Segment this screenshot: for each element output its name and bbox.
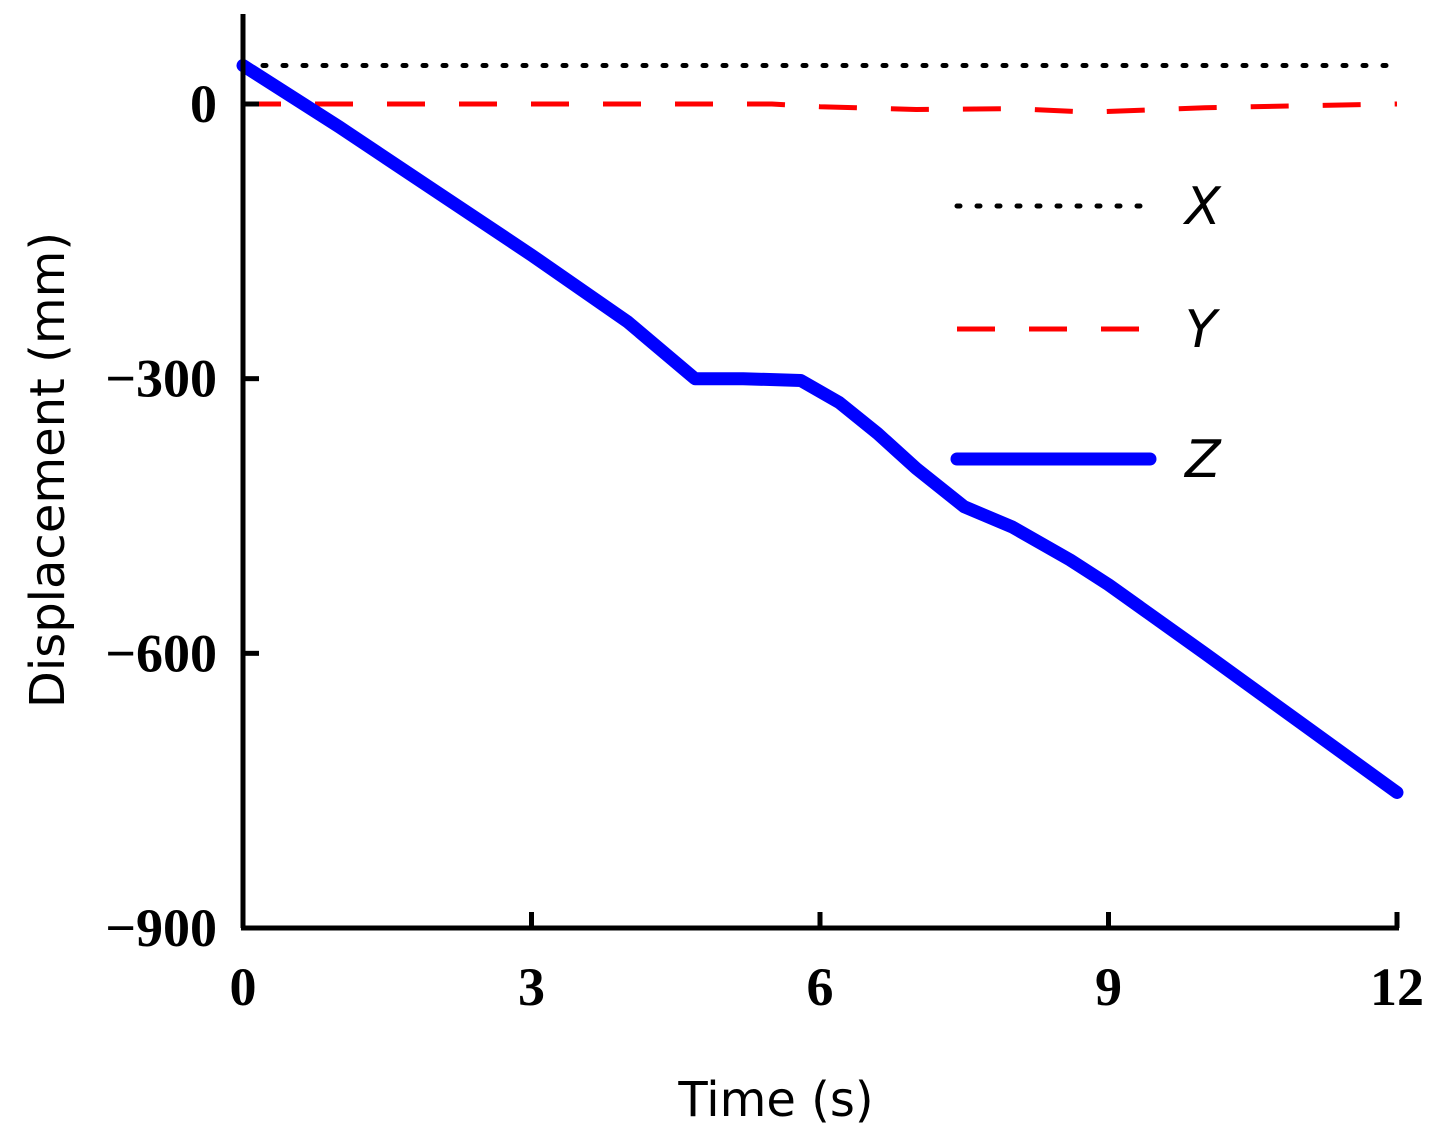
legend-item-y: Y: [957, 300, 1221, 360]
legend-item-z: Z: [950, 430, 1222, 490]
legend-item-x: X: [954, 177, 1222, 237]
x-tick-label: 6: [807, 957, 834, 1017]
legend-label-y: Y: [1185, 300, 1221, 360]
series-line-y: [243, 101, 1398, 115]
x-axis-label: Time (s): [677, 1072, 873, 1128]
x-tick-label: 3: [518, 957, 545, 1017]
series-line-z: [236, 59, 1404, 799]
y-tick-label: −300: [105, 349, 217, 409]
y-tick-label: −600: [105, 623, 217, 683]
y-tick-label: 0: [190, 74, 217, 134]
x-tick-label: 9: [1095, 957, 1122, 1017]
legend: X Y Z: [950, 177, 1222, 490]
axes-layer: [240, 14, 1399, 931]
series-layer: [236, 59, 1404, 799]
x-tick-label: 12: [1370, 957, 1424, 1017]
legend-label-z: Z: [1183, 430, 1222, 490]
y-axis-label: Displacement (mm): [20, 232, 76, 708]
ticks-layer: 0 3 6 9 12 0 −300 −600 −900: [105, 74, 1424, 1017]
legend-label-x: X: [1182, 177, 1222, 237]
y-tick-label: −900: [105, 898, 217, 958]
x-tick-label: 0: [230, 957, 257, 1017]
